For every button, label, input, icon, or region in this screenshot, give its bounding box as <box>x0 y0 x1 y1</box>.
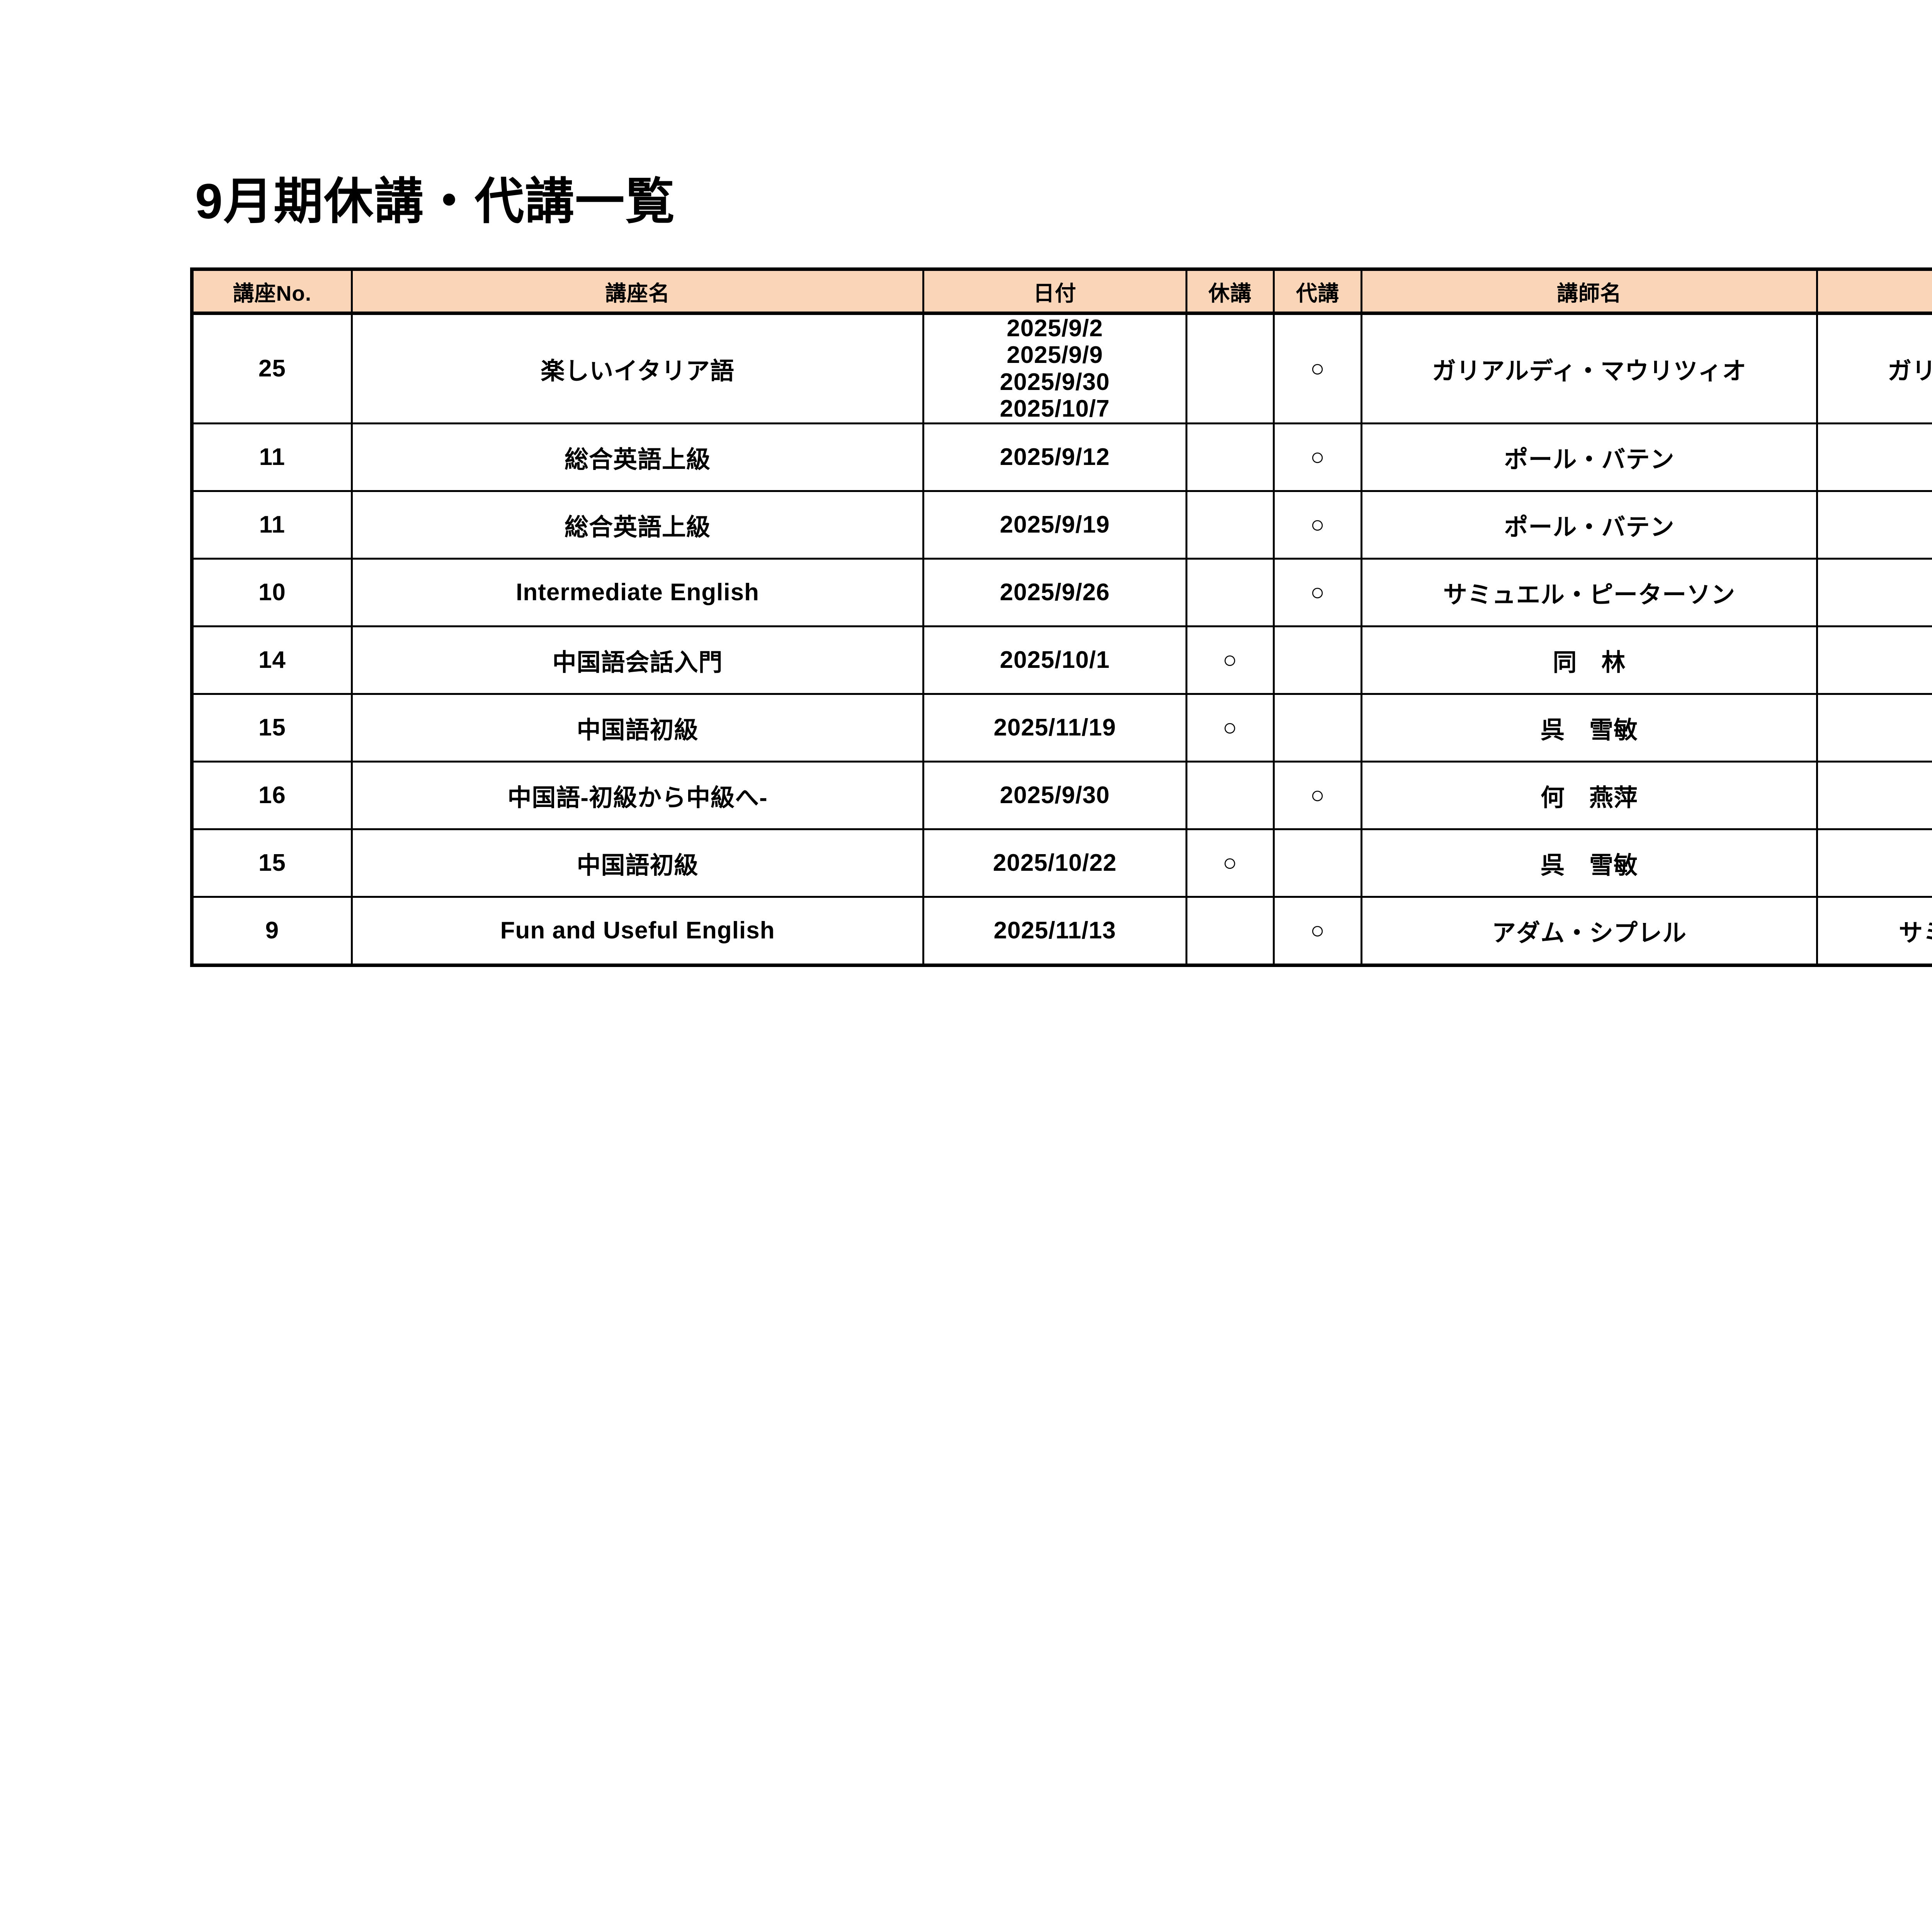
cell-instructor: アダム・シプレル <box>1360 896 1818 966</box>
table-body: 25 楽しいイタリア語 2025/9/2 2025/9/9 2025/9/30 … <box>191 312 1932 966</box>
cell-course-name: Fun and Useful English <box>350 896 925 966</box>
cell-date: 2025/9/2 2025/9/9 2025/9/30 2025/10/7 <box>922 312 1187 424</box>
cell-course-name: Intermediate English <box>350 557 925 627</box>
title-block: 9月期休講・代講一覧 <box>195 174 1932 229</box>
cell-course-name: 中国語会話入門 <box>350 625 925 695</box>
cell-substitute-instructor: ガリアルディ・エリサベッタ <box>1816 312 1932 424</box>
column-header-substitute: 代講 <box>1273 268 1362 315</box>
cell-instructor: 何 燕萍 <box>1360 760 1818 830</box>
table-row: 11 総合英語上級 2025/9/19 ○ ポール・バテン スティーブ・ロウ ー <box>191 490 1932 560</box>
cell-course-name: 楽しいイタリア語 <box>350 312 925 424</box>
cell-cancelled-mark <box>1185 422 1275 492</box>
cell-substitute-mark: ○ <box>1273 490 1362 560</box>
cell-course-no: 15 <box>191 693 353 763</box>
page-title: 9月期休講・代講一覧 <box>195 174 676 229</box>
cell-date: 2025/11/13 <box>922 896 1187 966</box>
cell-cancelled-mark: ○ <box>1185 693 1275 763</box>
table-row: 16 中国語-初級から中級へ- 2025/9/30 ○ 何 燕萍 毛 勇 ー <box>191 760 1932 830</box>
cell-course-name: 中国語初級 <box>350 693 925 763</box>
cell-course-name: 中国語-初級から中級へ- <box>350 760 925 830</box>
cell-course-no: 11 <box>191 422 353 492</box>
cell-date: 2025/9/12 <box>922 422 1187 492</box>
cell-date: 2025/10/22 <box>922 828 1187 898</box>
column-header-course-no: 講座No. <box>191 268 353 315</box>
cell-date: 2025/9/19 <box>922 490 1187 560</box>
cell-date: 2025/10/1 <box>922 625 1187 695</box>
cell-substitute-instructor: ー <box>1816 625 1932 695</box>
cell-course-no: 16 <box>191 760 353 830</box>
cell-substitute-instructor: 毛 勇 <box>1816 760 1932 830</box>
cell-substitute-instructor: ー <box>1816 828 1932 898</box>
cell-substitute-mark: ○ <box>1273 896 1362 966</box>
cell-course-no: 25 <box>191 312 353 424</box>
cell-course-name: 総合英語上級 <box>350 490 925 560</box>
column-header-instructor: 講師名 <box>1360 268 1818 315</box>
table-row: 10 Intermediate English 2025/9/26 ○ サミュエ… <box>191 557 1932 627</box>
cell-course-no: 14 <box>191 625 353 695</box>
table-row: 25 楽しいイタリア語 2025/9/2 2025/9/9 2025/9/30 … <box>191 312 1932 424</box>
cell-course-no: 11 <box>191 490 353 560</box>
cell-instructor: ガリアルディ・マウリツィオ <box>1360 312 1818 424</box>
cell-substitute-instructor: ー <box>1816 693 1932 763</box>
cell-substitute-instructor: サミュエル・ピーターソン <box>1816 896 1932 966</box>
column-header-course-name: 講座名 <box>350 268 925 315</box>
cell-cancelled-mark <box>1185 312 1275 424</box>
table-row: 15 中国語初級 2025/10/22 ○ 呉 雪敏 ー 12月17日 <box>191 828 1932 898</box>
cell-substitute-mark: ○ <box>1273 557 1362 627</box>
cell-instructor: ポール・バテン <box>1360 422 1818 492</box>
cell-substitute-instructor: スティーブ・ロウ <box>1816 422 1932 492</box>
cell-cancelled-mark <box>1185 557 1275 627</box>
table-row: 11 総合英語上級 2025/9/12 ○ ポール・バテン スティーブ・ロウ ー <box>191 422 1932 492</box>
cell-substitute-instructor: スティーブ・ロウ <box>1816 490 1932 560</box>
cell-cancelled-mark <box>1185 490 1275 560</box>
cell-cancelled-mark <box>1185 760 1275 830</box>
cell-instructor: 呉 雪敏 <box>1360 828 1818 898</box>
table-row: 15 中国語初級 2025/11/19 ○ 呉 雪敏 ー 12月10日 <box>191 693 1932 763</box>
cell-substitute-mark <box>1273 828 1362 898</box>
cell-course-no: 15 <box>191 828 353 898</box>
cell-substitute-instructor: アダム・シプレル <box>1816 557 1932 627</box>
cell-cancelled-mark: ○ <box>1185 828 1275 898</box>
cell-instructor: 呉 雪敏 <box>1360 693 1818 763</box>
table-row: 14 中国語会話入門 2025/10/1 ○ 同 林 ー 11月26日 <box>191 625 1932 695</box>
cell-cancelled-mark: ○ <box>1185 625 1275 695</box>
cell-date: 2025/9/30 <box>922 760 1187 830</box>
cell-course-name: 中国語初級 <box>350 828 925 898</box>
table-row: 9 Fun and Useful English 2025/11/13 ○ アダ… <box>191 896 1932 966</box>
cell-course-name: 総合英語上級 <box>350 422 925 492</box>
cell-substitute-mark <box>1273 625 1362 695</box>
cell-substitute-mark: ○ <box>1273 312 1362 424</box>
cell-instructor: ポール・バテン <box>1360 490 1818 560</box>
cell-substitute-mark <box>1273 693 1362 763</box>
cell-course-no: 10 <box>191 557 353 627</box>
cell-instructor: 同 林 <box>1360 625 1818 695</box>
column-header-date: 日付 <box>922 268 1187 315</box>
cell-instructor: サミュエル・ピーターソン <box>1360 557 1818 627</box>
cell-substitute-mark: ○ <box>1273 422 1362 492</box>
cell-date: 2025/11/19 <box>922 693 1187 763</box>
column-header-cancelled: 休講 <box>1185 268 1275 315</box>
cell-substitute-mark: ○ <box>1273 760 1362 830</box>
cell-date: 2025/9/26 <box>922 557 1187 627</box>
cell-cancelled-mark <box>1185 896 1275 966</box>
cell-course-no: 9 <box>191 896 353 966</box>
